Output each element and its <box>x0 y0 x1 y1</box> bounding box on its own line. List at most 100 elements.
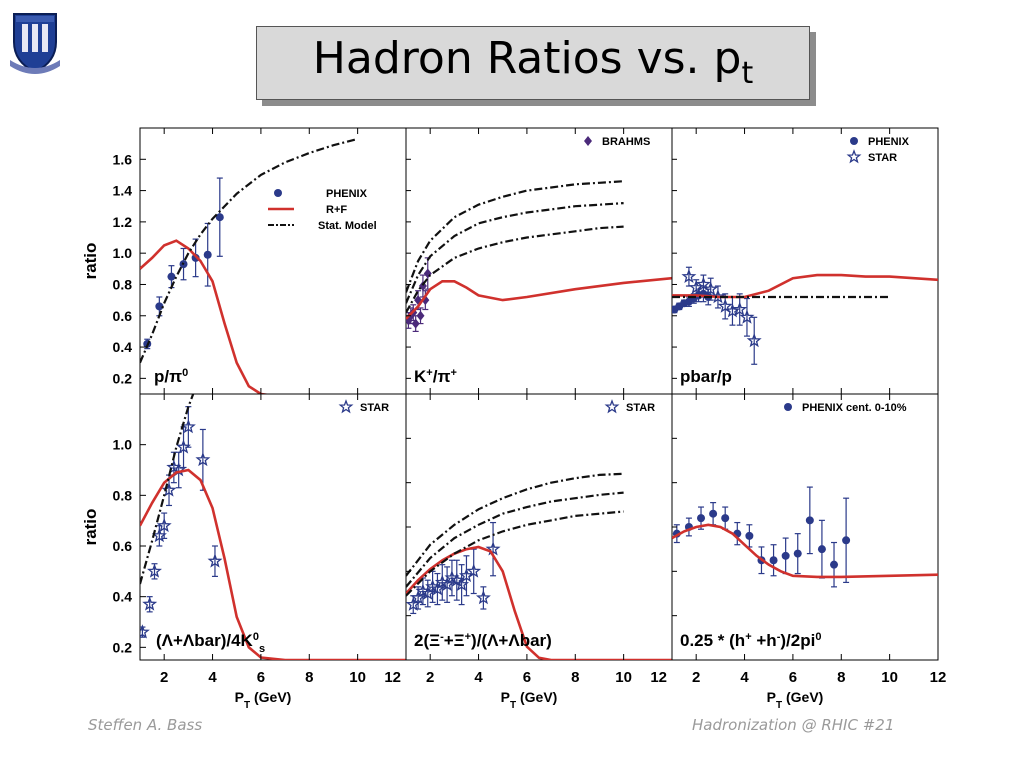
y-tick-label: 0.2 <box>113 370 133 386</box>
slide-title: Hadron Ratios vs. pt <box>257 33 809 91</box>
y-tick-label: 0.4 <box>113 339 133 355</box>
legend-marker <box>584 136 592 146</box>
data-point <box>746 332 762 348</box>
panel-plot-area <box>406 472 672 660</box>
stat-model-curve <box>406 225 624 314</box>
legend-marker <box>850 137 858 145</box>
rf-curve <box>140 239 272 394</box>
legend-marker-phenix <box>274 189 282 197</box>
x-axis-label: PT (GeV) <box>235 689 292 711</box>
panel-frame <box>405 393 673 661</box>
legend-label: PHENIX <box>326 188 368 200</box>
data-point <box>147 563 162 578</box>
university-logo <box>8 8 62 78</box>
data-point <box>416 310 425 321</box>
slide-title-box: Hadron Ratios vs. pt <box>256 26 810 100</box>
data-point <box>167 272 176 281</box>
data-point <box>207 553 223 568</box>
x-tick-label: 6 <box>523 669 531 686</box>
data-point <box>732 301 748 316</box>
panel-plot-area <box>672 266 938 365</box>
data-point <box>161 482 177 497</box>
x-tick-label: 6 <box>789 669 797 686</box>
data-point <box>717 298 733 313</box>
legend: PHENIX R+F Stat. Model <box>268 188 377 232</box>
legend-marker <box>604 399 620 414</box>
stat-model-curve <box>406 472 624 577</box>
y-tick-label: 1.0 <box>113 245 133 261</box>
x-tick-label-12: 12 <box>384 669 401 686</box>
rf-curve <box>672 523 938 579</box>
legend-label: BRAHMS <box>602 136 650 148</box>
data-point <box>156 517 172 533</box>
data-point <box>142 596 158 611</box>
data-point <box>423 268 432 279</box>
x-tick-label: 8 <box>571 669 579 686</box>
panel-k-pi: BRAHMS <box>405 127 673 395</box>
footer-slide-info: Hadronization @ RHIC #21 <box>692 716 895 734</box>
stat-model-curve <box>140 394 195 585</box>
data-point <box>745 531 754 540</box>
x-tick-label: 2 <box>692 669 700 686</box>
x-tick-label: 2 <box>160 669 168 686</box>
x-tick-label: 10 <box>349 669 366 686</box>
data-point <box>769 556 778 565</box>
y-tick-label: 0.4 <box>113 589 133 605</box>
data-point <box>411 318 420 329</box>
legend-label: Stat. Model <box>318 220 377 232</box>
y-axis-label: ratio <box>81 243 100 280</box>
stat-model-curve <box>406 510 624 597</box>
panel-label-k-pi: K+/π+ <box>414 367 457 386</box>
rf-curve <box>406 276 672 320</box>
data-point <box>697 514 706 523</box>
data-point <box>695 276 711 291</box>
y-axis-label: ratio <box>81 509 100 546</box>
y-tick-label: 0.6 <box>113 308 133 324</box>
data-point <box>709 509 718 518</box>
data-point <box>485 541 501 556</box>
legend: STAR <box>338 399 389 414</box>
panel-plot-area <box>672 486 938 588</box>
legend-label: R+F <box>326 204 347 216</box>
y-tick-label: 1.2 <box>113 214 133 230</box>
x-tick-label: 4 <box>474 669 483 686</box>
rf-curve <box>406 545 672 660</box>
legend-marker <box>846 149 862 164</box>
legend: BRAHMS <box>584 136 650 148</box>
y-tick-label: 1.4 <box>113 183 133 199</box>
x-tick-label: 2 <box>426 669 434 686</box>
slide-title-main: Hadron Ratios vs. p <box>312 33 742 84</box>
data-point <box>195 452 211 467</box>
data-point <box>180 418 196 434</box>
y-tick-label: 1.6 <box>113 151 133 167</box>
y-tick-label: 0.6 <box>113 538 133 554</box>
panel-plot-area <box>140 394 406 660</box>
legend: PHENIX cent. 0-10% <box>784 402 907 414</box>
data-point <box>805 516 814 525</box>
data-point <box>215 213 224 222</box>
legend-label: STAR <box>868 152 897 164</box>
panel-label-xi-lambda: 2(Ξ-+Ξ+)/(Λ+Λbar) <box>414 631 552 650</box>
legend-label: STAR <box>360 402 389 414</box>
y-tick-label: 0.8 <box>113 276 133 292</box>
stat-model-curve <box>140 137 358 364</box>
panel-p-pi0: 0.2 0.4 0.6 0.8 1.0 1.2 1.4 1.6 ratio PHENIX R+F St… <box>81 127 407 395</box>
data-point <box>842 536 851 545</box>
data-point <box>140 624 150 639</box>
footer-author: Steffen A. Bass <box>88 716 203 734</box>
data-point <box>475 590 491 605</box>
panel-plot-area <box>406 180 672 333</box>
x-tick-label: 8 <box>837 669 845 686</box>
panel-xi-lambda: 2 4 6 8 10 PT (GeV) STAR <box>405 393 673 711</box>
data-point <box>681 268 697 283</box>
data-point <box>830 560 839 569</box>
panel-pbar-p: PHENIX STAR <box>671 127 939 395</box>
panel-plot-area <box>140 137 358 394</box>
panel-label-pbar-p: pbar/p <box>680 367 732 386</box>
x-axis-label: PT (GeV) <box>501 689 558 711</box>
y-tick-label: 1.0 <box>113 437 133 453</box>
x-tick-label: 4 <box>208 669 217 686</box>
data-point <box>721 514 730 523</box>
legend-marker <box>784 403 792 411</box>
stat-model-curve <box>406 491 624 588</box>
